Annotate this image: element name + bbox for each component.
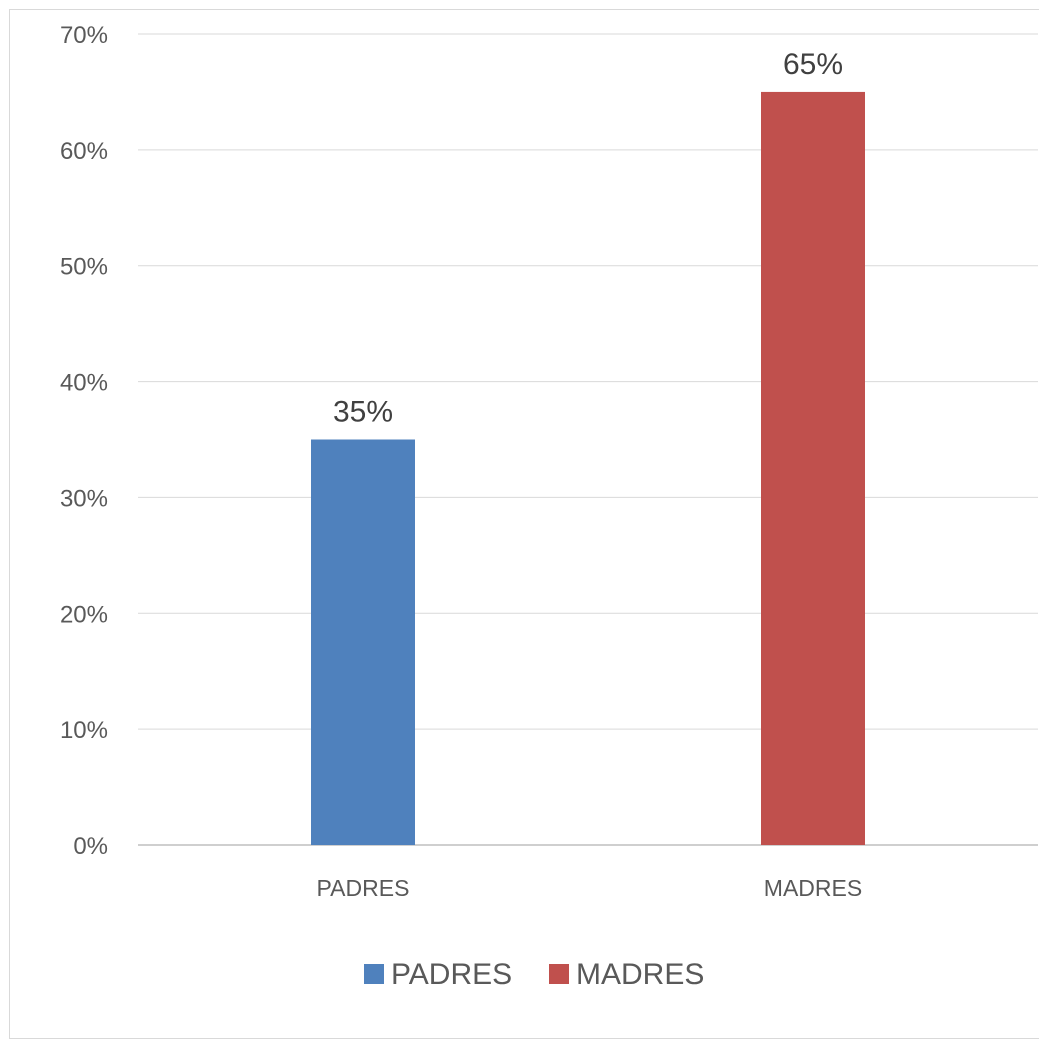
bar-padres bbox=[311, 439, 415, 845]
bars bbox=[311, 91, 865, 845]
x-category-label: MADRES bbox=[764, 875, 862, 901]
x-category-label: PADRES bbox=[317, 875, 410, 901]
data-labels: 35% 65% bbox=[333, 48, 843, 429]
x-axis-category-labels: PADRES MADRES bbox=[317, 875, 863, 901]
y-tick-label: 60% bbox=[60, 138, 108, 165]
legend-label: MADRES bbox=[576, 958, 704, 991]
y-axis-tick-labels: 0% 10% 20% 30% 40% 50% 60% 70% bbox=[60, 22, 108, 860]
data-label: 65% bbox=[783, 48, 843, 81]
y-tick-label: 10% bbox=[60, 717, 108, 744]
legend-swatch bbox=[364, 964, 384, 984]
gridlines bbox=[138, 33, 1038, 846]
legend-swatch bbox=[549, 964, 569, 984]
y-tick-label: 50% bbox=[60, 254, 108, 281]
y-tick-label: 70% bbox=[60, 22, 108, 49]
legend-label: PADRES bbox=[391, 958, 512, 991]
y-tick-label: 20% bbox=[60, 601, 108, 628]
legend: PADRES MADRES bbox=[364, 958, 704, 991]
y-tick-label: 0% bbox=[73, 833, 108, 860]
data-label: 35% bbox=[333, 396, 393, 429]
y-tick-label: 40% bbox=[60, 370, 108, 397]
bar-madres bbox=[761, 91, 865, 845]
y-tick-label: 30% bbox=[60, 485, 108, 512]
